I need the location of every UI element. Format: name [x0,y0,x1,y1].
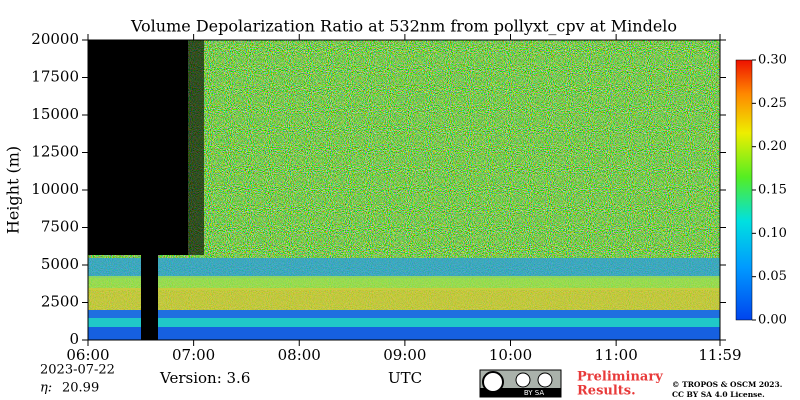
x-tick-label: 10:00 [489,346,532,364]
heatmap-layer [88,258,720,278]
badge-text: BY SA [524,389,544,397]
y-tick-label: 20000 [31,30,79,48]
y-tick-label: 17500 [31,68,79,86]
x-tick-label: 08:00 [278,346,321,364]
notice: Results. [577,384,636,399]
y-tick-label: 10000 [31,180,79,198]
chart-title: Volume Depolarization Ratio at 532nm fro… [130,17,677,36]
version: Version: 3.6 [159,369,250,387]
eta-value: 20.99 [62,381,99,396]
heatmap-layer [88,318,720,327]
colorbar-tick-label: 0.15 [758,183,787,198]
sa-icon [537,372,553,388]
copyright: © TROPOS & OSCM 2023. [672,380,782,389]
x-tick-label: 09:00 [383,346,426,364]
colorbar [735,59,753,321]
colorbar-tick-label: 0.20 [758,139,787,154]
heatmap-dark-region [88,40,188,255]
x-tick-label: 11:59 [698,346,741,364]
by-icon [515,372,531,388]
y-tick-label: 12500 [31,143,79,161]
colorbar-tick-label: 0.25 [758,96,787,111]
colorbar-tick-label: 0.05 [758,269,787,284]
x-tick-label: 06:00 [66,346,109,364]
y-tick-label: 15000 [31,105,79,123]
y-tick-label: 5000 [41,255,79,273]
colorbar-tick-label: 0.10 [758,226,787,241]
heatmap-gap [141,40,158,340]
y-axis-label: Height (m) [4,146,23,234]
y-tick-label: 7500 [41,218,79,236]
eta-label: η: [40,381,52,396]
y-tick-label: 2500 [41,293,79,311]
x-axis-label: UTC [388,369,422,387]
y-tick-label: 0 [69,330,79,348]
heatmap-layer [88,310,720,318]
heatmap-layer [88,276,720,290]
heatmap-dark-region [186,40,204,255]
x-tick-label: 07:00 [172,346,215,364]
x-tick-label: 11:00 [595,346,638,364]
heatmap-layer [88,288,720,310]
date: 2023-07-22 [40,363,115,378]
copyright: CC BY SA 4.0 License. [672,390,765,399]
cc-icon [482,371,504,393]
notice: Preliminary [577,370,663,385]
license-badge: BY SA [479,369,562,398]
heatmap-layer [88,327,720,340]
heatmap [88,40,720,340]
badge-strip [480,388,561,397]
colorbar-tick-label: 0.00 [758,313,787,328]
colorbar-tick-label: 0.30 [758,53,787,68]
